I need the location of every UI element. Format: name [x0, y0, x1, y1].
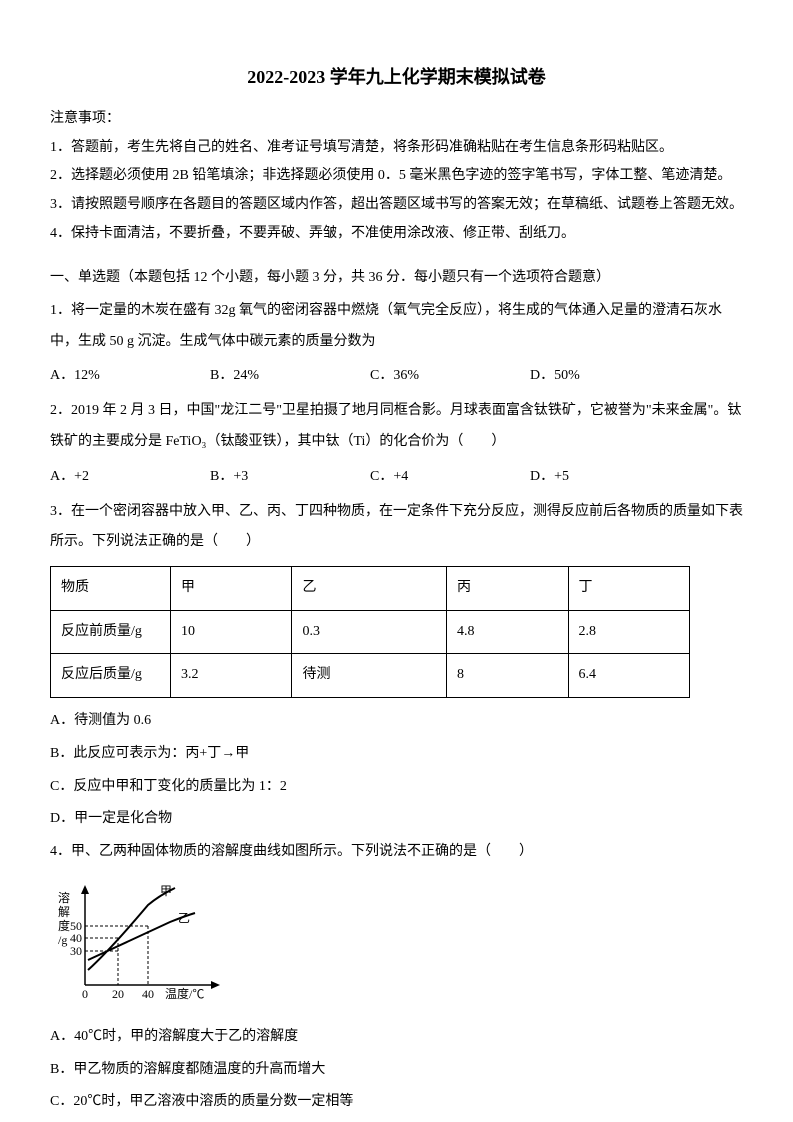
curve-jia	[88, 888, 175, 970]
y-axis-label-3: 度	[58, 918, 70, 933]
table-row: 物质 甲 乙 丙 丁	[51, 567, 690, 611]
table-row: 反应前质量/g 10 0.3 4.8 2.8	[51, 610, 690, 654]
q1-option-a: A．12%	[50, 361, 210, 392]
x-tick-0: 0	[82, 987, 88, 1001]
notice-item-2: 2．选择题必须使用 2B 铅笔填涂；非选择题必须使用 0．5 毫米黑色字迹的签字…	[50, 163, 743, 190]
x-tick-40: 40	[142, 987, 154, 1001]
table-cell: 3.2	[171, 654, 292, 698]
table-cell: 反应后质量/g	[51, 654, 171, 698]
question-1: 1．将一定量的木炭在盛有 32g 氧气的密闭容器中燃烧（氧气完全反应），将生成的…	[50, 296, 743, 358]
table-cell: 甲	[171, 567, 292, 611]
q4-option-b: B．甲乙物质的溶解度都随温度的升高而增大	[50, 1055, 743, 1086]
y-tick-30: 30	[70, 944, 82, 958]
series-label-jia: 甲	[160, 884, 172, 898]
table-cell: 反应前质量/g	[51, 610, 171, 654]
q2-option-c: C．+4	[370, 462, 530, 493]
q2-option-a: A．+2	[50, 462, 210, 493]
y-axis-arrow-icon	[81, 885, 89, 894]
table-cell: 物质	[51, 567, 171, 611]
y-tick-50: 50	[70, 919, 82, 933]
question-1-options: A．12% B．24% C．36% D．50%	[50, 361, 743, 392]
y-axis-label-4: /g	[58, 933, 67, 947]
x-tick-20: 20	[112, 987, 124, 1001]
table-cell: 4.8	[447, 610, 568, 654]
table-row: 反应后质量/g 3.2 待测 8 6.4	[51, 654, 690, 698]
q1-option-d: D．50%	[530, 361, 690, 392]
question-2-options: A．+2 B．+3 C．+4 D．+5	[50, 462, 743, 493]
q2-option-b: B．+3	[210, 462, 370, 493]
x-axis-label: 温度/℃	[165, 986, 204, 1001]
table-cell: 2.8	[568, 610, 690, 654]
series-label-yi: 乙	[178, 911, 190, 925]
table-cell: 待测	[292, 654, 447, 698]
y-axis-label-2: 解	[58, 905, 70, 919]
table-cell: 6.4	[568, 654, 690, 698]
y-axis-label-1: 溶	[58, 890, 70, 905]
question-3: 3．在一个密闭容器中放入甲、乙、丙、丁四种物质，在一定条件下充分反应，测得反应前…	[50, 497, 743, 559]
notice-item-4: 4．保持卡面清洁，不要折叠，不要弄破、弄皱，不准使用涂改液、修正带、刮纸刀。	[50, 221, 743, 248]
question-3-table: 物质 甲 乙 丙 丁 反应前质量/g 10 0.3 4.8 2.8 反应后质量/…	[50, 566, 690, 698]
notice-header: 注意事项：	[50, 106, 743, 133]
y-tick-40: 40	[70, 931, 82, 945]
q1-option-c: C．36%	[370, 361, 530, 392]
solubility-chart: 溶 解 度 /g 30 40 50 0 20 40 温度/℃ 甲	[50, 880, 230, 1010]
q3-option-c: C．反应中甲和丁变化的质量比为 1：2	[50, 772, 743, 803]
section-header: 一、单选题（本题包括 12 个小题，每小题 3 分，共 36 分．每小题只有一个…	[50, 265, 743, 292]
x-axis-arrow-icon	[211, 981, 220, 989]
table-cell: 0.3	[292, 610, 447, 654]
table-cell: 8	[447, 654, 568, 698]
table-cell: 乙	[292, 567, 447, 611]
q4-option-c: C．20℃时，甲乙溶液中溶质的质量分数一定相等	[50, 1087, 743, 1118]
notice-item-1: 1．答题前，考生先将自己的姓名、准考证号填写清楚，将条形码准确粘贴在考生信息条形…	[50, 135, 743, 162]
q4-option-a: A．40℃时，甲的溶解度大于乙的溶解度	[50, 1022, 743, 1053]
page-title: 2022-2023 学年九上化学期末模拟试卷	[50, 60, 743, 94]
question-4: 4．甲、乙两种固体物质的溶解度曲线如图所示。下列说法不正确的是（ ）	[50, 837, 743, 868]
q3-option-a: A．待测值为 0.6	[50, 706, 743, 737]
q1-option-b: B．24%	[210, 361, 370, 392]
q3-option-b: B．此反应可表示为：丙+丁→甲	[50, 739, 743, 770]
table-cell: 10	[171, 610, 292, 654]
q3-option-d: D．甲一定是化合物	[50, 804, 743, 835]
table-cell: 丙	[447, 567, 568, 611]
table-cell: 丁	[568, 567, 690, 611]
question-2: 2．2019 年 2 月 3 日，中国"龙江二号"卫星拍摄了地月同框合影。月球表…	[50, 396, 743, 458]
notice-item-3: 3．请按照题号顺序在各题目的答题区域内作答，超出答题区域书写的答案无效；在草稿纸…	[50, 192, 743, 219]
q2-option-d: D．+5	[530, 462, 690, 493]
